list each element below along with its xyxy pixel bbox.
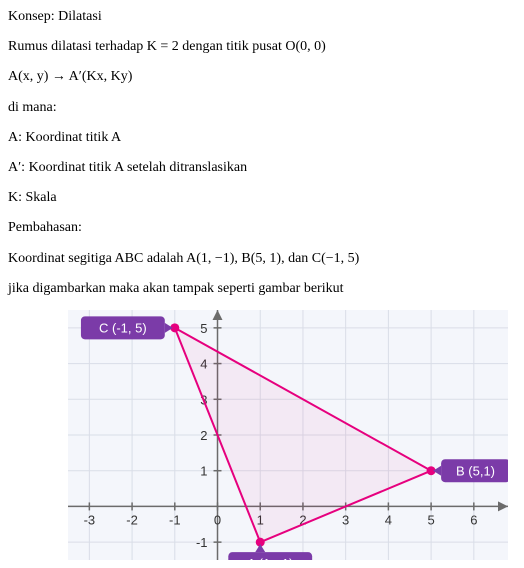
svg-text:6: 6 bbox=[470, 512, 477, 527]
text-def-k: K: Skala bbox=[8, 189, 516, 207]
text-formula: Rumus dilatasi terhadap K = 2 dengan tit… bbox=[8, 38, 516, 56]
svg-text:-3: -3 bbox=[84, 512, 96, 527]
text-def-a: A: Koordinat titik A bbox=[8, 129, 516, 147]
svg-text:5: 5 bbox=[200, 321, 207, 336]
text-where: di mana: bbox=[8, 99, 516, 117]
label-b: B (5,1) bbox=[433, 459, 508, 482]
svg-text:5: 5 bbox=[427, 512, 434, 527]
text-discussion: Pembahasan: bbox=[8, 219, 516, 237]
text-mapping: A(x, y) → A′(Kx, Ky) bbox=[8, 68, 516, 86]
dilation-chart: -3-2-10123456-112345C (-1, 5)B (5,1)A (1… bbox=[68, 310, 508, 560]
svg-text:-1: -1 bbox=[196, 535, 208, 550]
svg-text:4: 4 bbox=[385, 512, 392, 527]
label-c: C (-1, 5) bbox=[81, 316, 173, 339]
svg-text:-2: -2 bbox=[126, 512, 138, 527]
chart-container: -3-2-10123456-112345C (-1, 5)B (5,1)A (1… bbox=[68, 310, 516, 560]
text-draw: jika digambarkan maka akan tampak sepert… bbox=[8, 280, 516, 298]
text-coords: Koordinat segitiga ABC adalah A(1, −1), … bbox=[8, 250, 516, 268]
text-def-aprime: A′: Koordinat titik A setelah ditranslas… bbox=[8, 159, 516, 177]
svg-text:0: 0 bbox=[214, 512, 221, 527]
svg-text:2: 2 bbox=[200, 428, 207, 443]
svg-text:1: 1 bbox=[200, 464, 207, 479]
svg-text:B (5,1): B (5,1) bbox=[456, 463, 495, 478]
svg-text:3: 3 bbox=[342, 512, 349, 527]
svg-text:A (1, -1): A (1, -1) bbox=[247, 556, 293, 560]
svg-text:-1: -1 bbox=[169, 512, 181, 527]
text-concept: Konsep: Dilatasi bbox=[8, 8, 516, 26]
svg-text:C (-1, 5): C (-1, 5) bbox=[99, 320, 147, 335]
